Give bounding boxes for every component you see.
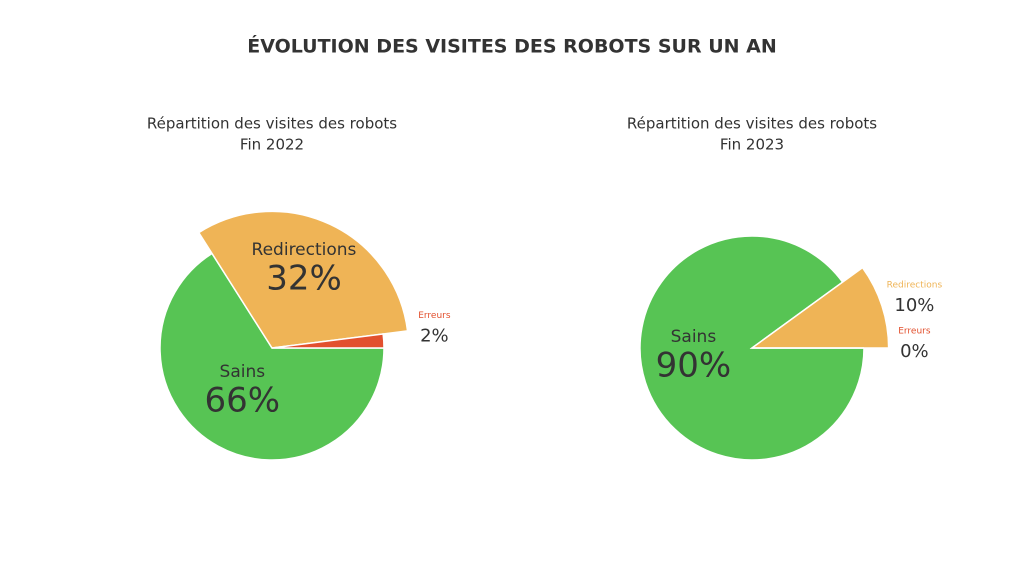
slice-value: 90% (656, 346, 732, 386)
slice-name: Sains (671, 327, 717, 347)
slice-value: 2% (420, 325, 449, 346)
pie-slice (749, 266, 890, 349)
chart-subtitle: Fin 2023 (720, 136, 784, 154)
slice-value: 10% (894, 295, 934, 316)
slice-value: 0% (900, 341, 929, 362)
pie-slice (271, 333, 385, 349)
slice-name: Redirections (887, 280, 943, 290)
chart-title: Répartition des visites des robots (147, 115, 397, 133)
main-title: ÉVOLUTION DES VISITES DES ROBOTS SUR UN … (247, 35, 777, 58)
slice-value: 32% (266, 259, 342, 299)
slice-name: Erreurs (898, 326, 931, 336)
slice-name: Erreurs (418, 311, 451, 321)
chart-title: Répartition des visites des robots (627, 115, 877, 133)
pie-slice (197, 210, 409, 349)
chart-subtitle: Fin 2022 (240, 136, 304, 154)
pie-slice (159, 252, 385, 461)
slice-name: Sains (220, 362, 266, 382)
slice-value: 66% (205, 380, 281, 420)
slice-name: Redirections (252, 240, 357, 260)
